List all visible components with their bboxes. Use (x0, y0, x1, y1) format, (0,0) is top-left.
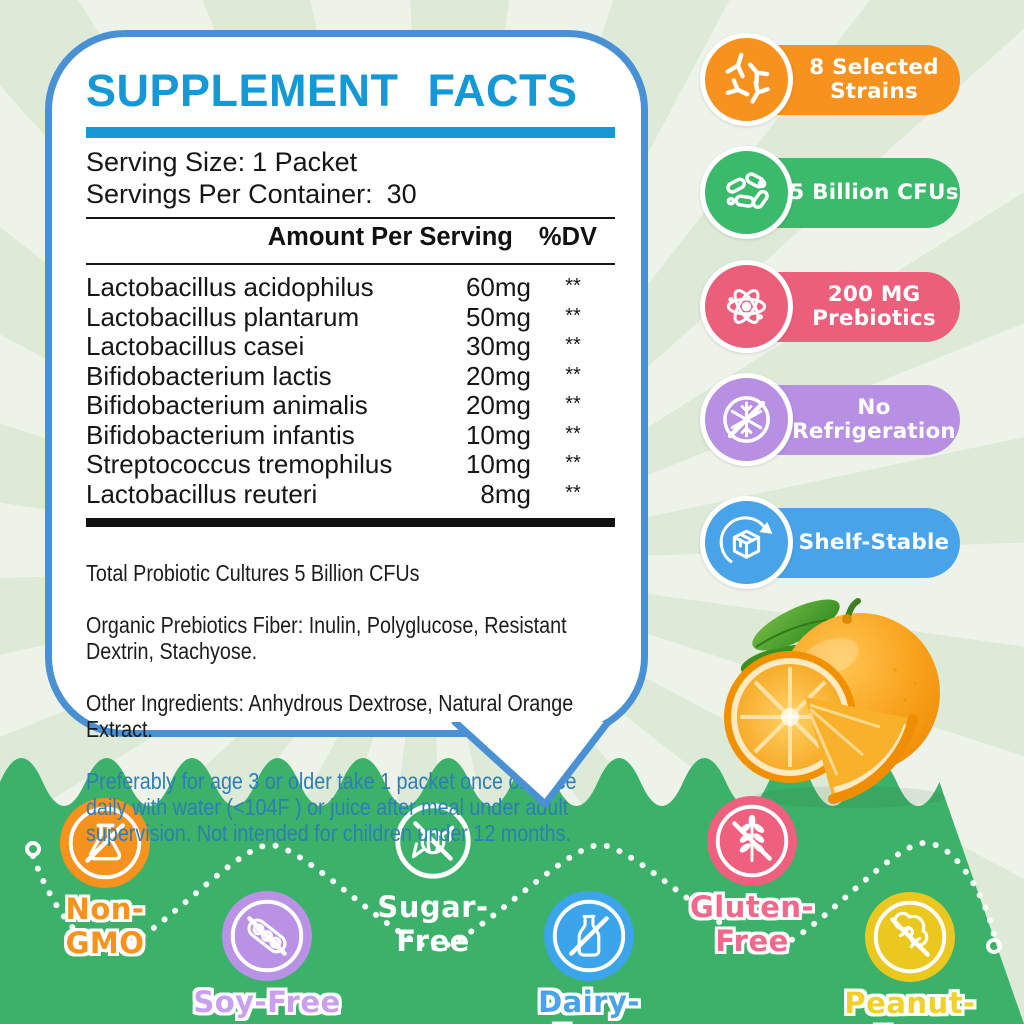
no-refrigeration-icon (723, 396, 770, 443)
ingredient-table: Lactobacillus acidophilus 60mg ** Lactobac… (86, 273, 615, 509)
ingredient-amount: 10mg (465, 449, 531, 480)
ingredient-dv: ** (565, 393, 581, 416)
ingredient-dv: ** (565, 334, 581, 357)
table-row: Lactobacillus reuteri 8mg ** (86, 478, 615, 510)
ingredient-name: Lactobacillus reuteri (86, 478, 318, 509)
directions-text: Preferably for age 3 or older take 1 pac… (86, 768, 576, 847)
oranges-image (724, 598, 945, 808)
divider (86, 217, 615, 220)
peanut-free-label: Peanut-Free (844, 986, 976, 1024)
table-row: Lactobacillus casei 30mg ** (86, 332, 615, 362)
prebiotics-badge-circle (700, 260, 793, 353)
ingredient-amount: 60mg (465, 272, 531, 303)
dairy-free-circle (544, 891, 634, 981)
no-soy-icon (230, 899, 304, 973)
table-row: Bifidobacterium lactis 20mg ** (86, 360, 615, 392)
strains-badge-label: 8 Selected Strains (809, 55, 939, 104)
shelf-stable-icon (719, 516, 773, 564)
amount-per-serving-header: Amount Per Serving (267, 223, 513, 252)
table-row: Lactobacillus acidophilus 60mg ** (86, 273, 615, 303)
table-row: Lactobacillus plantarum 50mg ** (86, 301, 615, 333)
no-refrigeration-badge-circle (700, 373, 793, 466)
dairy-free-badge: Dairy-Free (514, 891, 664, 1024)
table-header: Amount Per Serving %DV (86, 219, 615, 256)
speech-bubble-tail (451, 722, 612, 808)
prebiotics-badge-label: 200 MG Prebiotics (812, 282, 936, 331)
no-peanut-icon (873, 900, 947, 974)
ingredient-name: Lactobacillus plantarum (86, 301, 360, 332)
ingredient-name: Bifidobacterium animalis (86, 390, 368, 421)
sugar-free-badge: Sugar-Free (358, 796, 508, 958)
divider (86, 263, 615, 266)
orange-wedge (805, 697, 918, 804)
ingredient-name: Bifidobacterium lactis (86, 360, 332, 391)
soy-free-badge: Soy-Free (192, 891, 342, 1019)
cfus-badge-label: 5 Billion CFUs (789, 180, 959, 205)
no-gluten-wheat-icon (715, 804, 789, 878)
soy-free-circle (222, 891, 312, 981)
dairy-free-label: Dairy-Free (538, 985, 640, 1024)
ingredient-dv: ** (565, 422, 581, 445)
other-ingredients-line: Other Ingredients: Anhydrous Dextrose, N… (86, 690, 574, 743)
dv-header: %DV (538, 223, 597, 252)
no-sugar-candy-icon (395, 803, 471, 879)
ingredient-amount: 20mg (465, 390, 531, 421)
title-divider-bar (86, 127, 615, 139)
table-row: Bifidobacterium animalis 20mg ** (86, 391, 615, 421)
ingredient-dv: ** (565, 481, 581, 504)
sugar-free-circle (388, 796, 478, 886)
gluten-free-badge: Gluten-Free (677, 796, 827, 958)
servings-value: 30 (386, 179, 417, 210)
ingredient-amount: 10mg (465, 419, 531, 450)
no-gmo-flask-icon (68, 806, 142, 880)
ingredient-dv: ** (565, 304, 581, 327)
supplement-facts-panel: SUPPLEMENT FACTS Serving Size: 1 Packet … (45, 30, 648, 846)
ingredient-dv: ** (565, 452, 581, 475)
ingredient-name: Streptococcus tremophilus (86, 449, 393, 480)
peanut-free-circle (865, 892, 955, 982)
thick-divider-bar (86, 518, 615, 528)
servings-label: Servings Per Container: (86, 179, 373, 210)
ingredient-dv: ** (565, 363, 581, 386)
shelf-stable-badge-circle (700, 496, 793, 589)
supplement-facts-title: SUPPLEMENT FACTS (86, 65, 578, 116)
atom-icon (726, 289, 767, 324)
serving-size-value: 1 Packet (252, 147, 358, 178)
shelf-stable-badge-label: Shelf-Stable (798, 530, 950, 555)
prebiotics-fiber-line: Organic Prebiotics Fiber: Inulin, Polygl… (86, 612, 567, 665)
cfus-badge-circle (700, 146, 793, 239)
non-gmo-circle (60, 798, 150, 888)
non-gmo-badge: Non-GMO (30, 798, 180, 960)
bacteria-icon (726, 172, 769, 210)
servings-per-container-line: Servings Per Container: 30 (86, 179, 615, 210)
ingredient-amount: 8mg (480, 478, 531, 509)
table-row: Bifidobacterium infantis 10mg ** (86, 419, 615, 451)
serving-size-line: Serving Size: 1 Packet (86, 147, 615, 178)
strains-badge-circle (700, 33, 793, 126)
dotted-connector-path (25, 839, 1002, 954)
total-cultures-line: Total Probiotic Cultures 5 Billion CFUs (86, 560, 420, 587)
no-dairy-bottle-icon (552, 899, 626, 973)
soy-free-label: Soy-Free (193, 985, 341, 1019)
ingredient-name: Lactobacillus casei (86, 331, 305, 362)
connector-start-ring (25, 841, 41, 857)
ingredient-name: Lactobacillus acidophilus (86, 272, 374, 303)
gluten-free-label: Gluten-Free (689, 890, 815, 958)
strains-icon (725, 52, 770, 104)
peanut-free-badge: Peanut-Free (835, 892, 985, 1024)
ingredient-amount: 50mg (465, 301, 531, 332)
ingredient-name: Bifidobacterium infantis (86, 419, 355, 450)
gluten-free-circle (707, 796, 797, 886)
no-refrigeration-badge-label: No Refrigeration (792, 395, 956, 444)
serving-size-label: Serving Size: (86, 147, 246, 178)
ingredient-amount: 30mg (465, 331, 531, 362)
sugar-free-label: Sugar-Free (377, 890, 489, 958)
ingredient-amount: 20mg (465, 360, 531, 391)
non-gmo-label: Non-GMO (65, 892, 145, 960)
ingredient-dv: ** (565, 275, 581, 298)
table-row: Streptococcus tremophilus 10mg ** (86, 450, 615, 480)
connector-end-ring (986, 938, 1002, 954)
